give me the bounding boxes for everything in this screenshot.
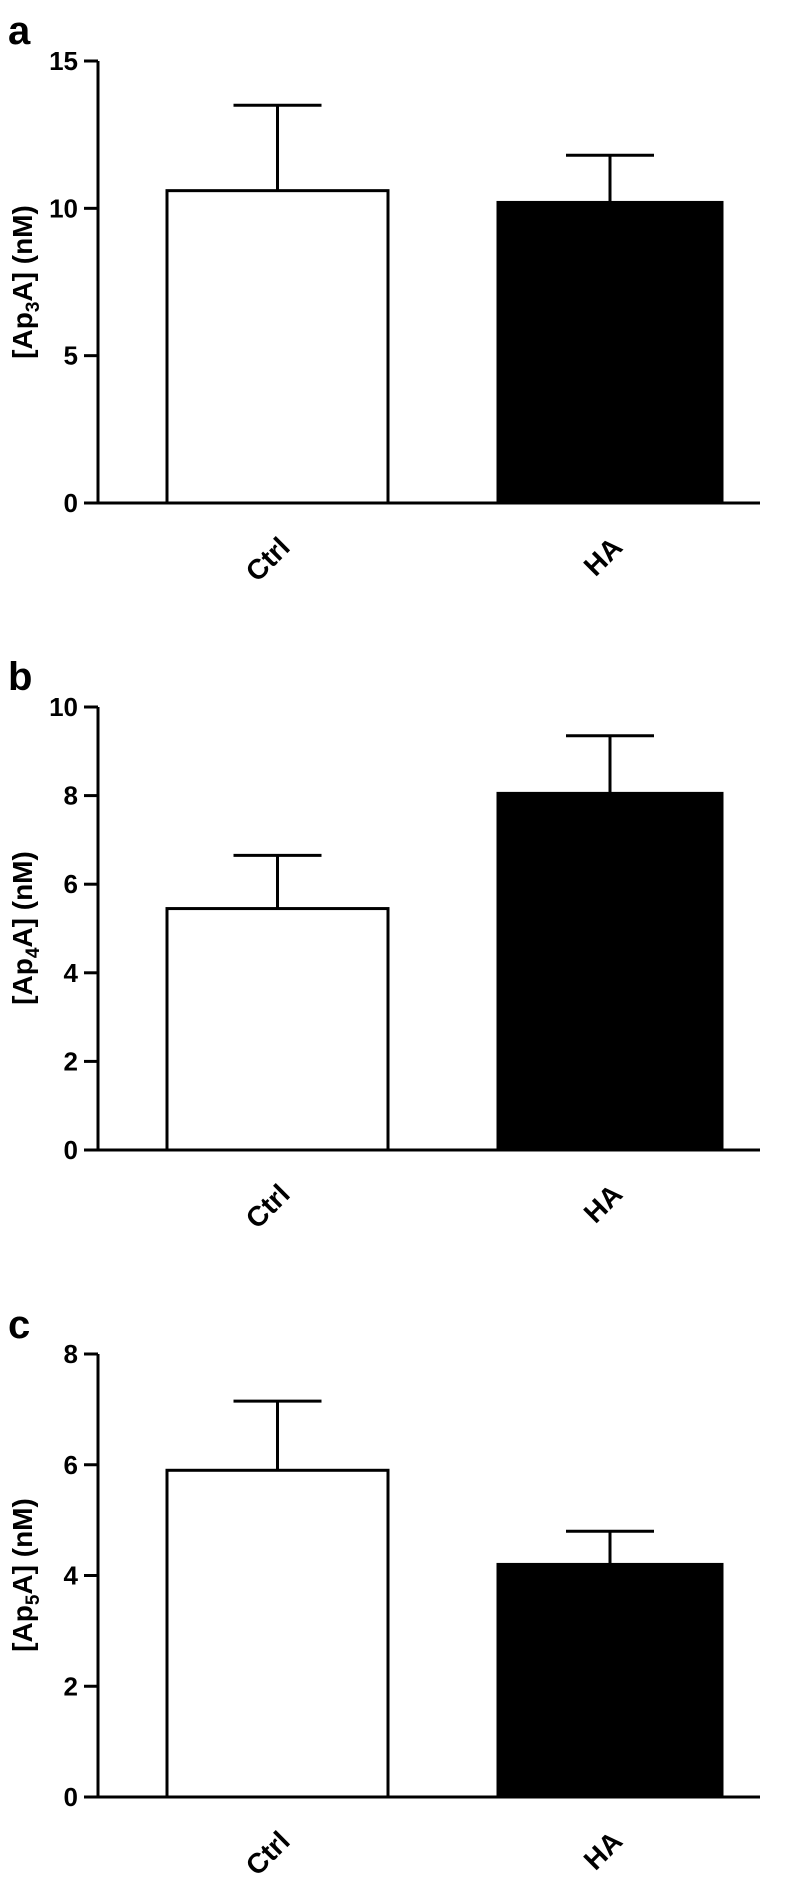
panel-a: a 0 5 10 15 [Ap3A] (nM) Ctrl HA [7, 9, 760, 587]
y-axis-label-subscript: 4 [23, 947, 44, 958]
panel-letter: b [8, 655, 32, 699]
y-axis-label-suffix: A] (nM) [7, 851, 38, 947]
bar-ha [496, 200, 724, 505]
x-tick-label: Ctrl [240, 1178, 296, 1234]
bar-ha [496, 791, 724, 1152]
y-axis-label-prefix: [Ap [7, 1605, 38, 1652]
x-tick-label: HA [578, 1825, 629, 1876]
bar-ha [496, 1562, 724, 1799]
y-axis-label: [Ap3A] (nM) [7, 205, 44, 359]
y-axis-label: [Ap4A] (nM) [7, 851, 44, 1005]
panel-letter: c [8, 1303, 30, 1347]
y-tick-label: 6 [64, 1450, 78, 1480]
y-axis-label-suffix: A] (nM) [7, 1498, 38, 1594]
y-axis-label-suffix: A] (nM) [7, 205, 38, 301]
y-tick-label: 4 [64, 1561, 79, 1591]
y-axis-label-prefix: [Ap [7, 958, 38, 1005]
y-tick-label: 2 [64, 1046, 78, 1076]
y-tick-label: 10 [49, 692, 78, 722]
y-tick-label: 8 [64, 781, 78, 811]
panel-c: c 0 2 4 6 8 [Ap5A] (nM) Ctrl HA [7, 1303, 760, 1881]
bar-ctrl [165, 1468, 390, 1799]
y-axis-label-subscript: 5 [23, 1594, 44, 1605]
y-tick-label: 0 [64, 1782, 78, 1812]
y-tick-label: 4 [64, 958, 79, 988]
y-tick-label: 10 [49, 193, 78, 223]
x-tick-label: Ctrl [240, 1825, 296, 1881]
panel-letter: a [8, 9, 31, 53]
y-tick-label: 5 [64, 341, 78, 371]
y-tick-label: 15 [49, 46, 78, 76]
bar-ctrl [165, 189, 390, 505]
y-tick-label: 0 [64, 488, 78, 518]
y-axis-label-prefix: [Ap [7, 312, 38, 359]
y-tick-label: 8 [64, 1339, 78, 1369]
x-tick-label: HA [578, 1178, 629, 1229]
y-tick-label: 0 [64, 1135, 78, 1165]
x-tick-label: Ctrl [240, 531, 296, 587]
y-axis-label: [Ap5A] (nM) [7, 1498, 44, 1652]
y-tick-label: 6 [64, 869, 78, 899]
y-axis-label-subscript: 3 [23, 302, 44, 313]
y-tick-label: 2 [64, 1671, 78, 1701]
bar-ctrl [165, 907, 390, 1152]
x-tick-label: HA [578, 531, 629, 582]
